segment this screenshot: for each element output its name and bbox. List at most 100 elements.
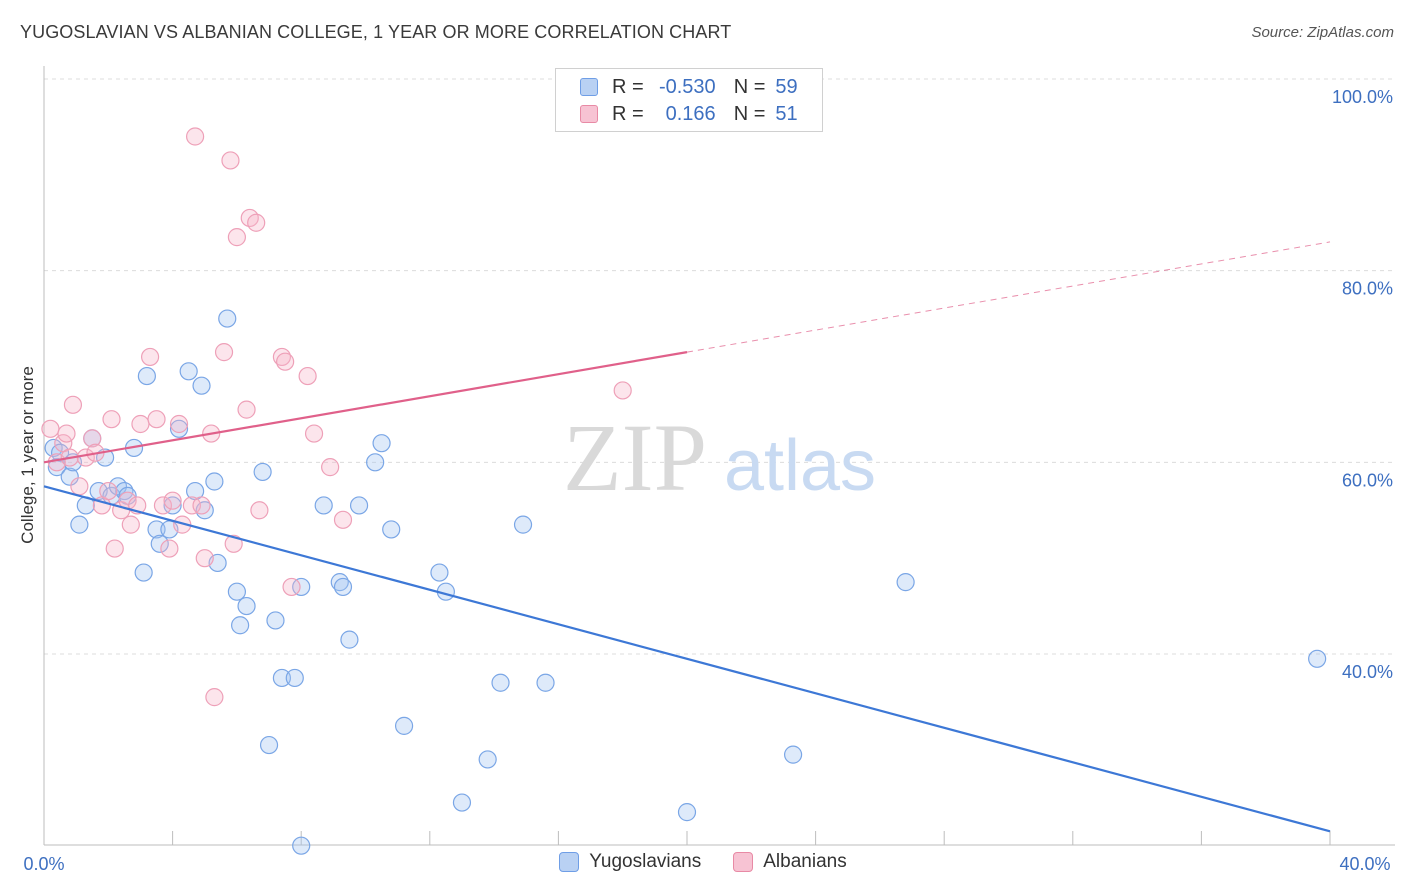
data-point — [330, 573, 349, 592]
n-label: N = — [733, 102, 766, 125]
trend-line — [43, 485, 1331, 833]
data-point — [150, 534, 169, 553]
data-point — [677, 803, 697, 822]
data-point — [394, 716, 414, 735]
data-point — [140, 347, 160, 367]
data-point — [372, 434, 391, 453]
data-point — [186, 127, 205, 146]
data-point — [304, 424, 324, 443]
legend-label: Yugoslavians — [589, 851, 702, 872]
data-point — [70, 515, 89, 534]
r-label: R = — [612, 75, 644, 98]
data-point — [179, 362, 198, 381]
y-tick-label: 80.0% — [1342, 279, 1393, 299]
data-point — [160, 539, 179, 558]
n-value: 59 — [775, 75, 798, 98]
data-point — [292, 836, 311, 855]
data-point — [153, 496, 173, 515]
legend-row-yugoslavians: R = -0.530 N = 59 — [580, 74, 798, 100]
data-point — [147, 520, 166, 539]
data-point — [452, 793, 472, 812]
data-point — [227, 582, 246, 601]
data-point — [99, 481, 118, 501]
data-point — [137, 366, 156, 386]
data-point — [227, 228, 246, 247]
data-point — [121, 515, 140, 534]
data-point — [105, 539, 124, 558]
y-tick-label: 60.0% — [1342, 470, 1393, 490]
legend-row-albanians: R = 0.166 N = 51 — [580, 101, 798, 127]
legend-swatch-pink — [733, 852, 754, 872]
legend-swatch-pink — [580, 105, 598, 123]
data-point — [134, 563, 153, 582]
series-legend: Yugoslavians Albanians — [0, 851, 1406, 873]
gridlines — [44, 78, 1395, 655]
data-point — [896, 573, 915, 592]
data-point — [491, 673, 510, 692]
source-label: Source: ZipAtlas.com — [1251, 24, 1394, 41]
data-point — [314, 496, 333, 515]
data-point — [298, 366, 317, 386]
data-point — [63, 395, 83, 414]
data-point — [333, 577, 353, 597]
watermark: ZIP atlas — [563, 404, 876, 511]
data-point — [192, 376, 211, 395]
data-point — [102, 410, 121, 429]
watermark-atlas: atlas — [724, 426, 876, 506]
r-value: -0.530 — [658, 75, 716, 98]
data-point — [218, 309, 237, 328]
data-point — [1308, 649, 1327, 668]
data-point — [60, 467, 79, 486]
data-point — [237, 400, 256, 419]
data-point — [349, 496, 369, 515]
data-point — [41, 419, 60, 438]
trend-lines — [43, 241, 1331, 833]
data-point — [163, 496, 182, 515]
data-point — [205, 688, 224, 707]
data-point — [285, 668, 304, 688]
data-point — [214, 343, 234, 362]
data-point — [613, 381, 632, 400]
data-point — [276, 352, 295, 371]
r-value: 0.166 — [665, 102, 716, 125]
data-point — [382, 520, 401, 539]
data-point — [282, 577, 301, 597]
legend-item-yugoslavians: Yugoslavians — [559, 851, 701, 873]
data-point — [169, 414, 189, 434]
data-point — [131, 414, 150, 434]
legend-item-albanians: Albanians — [733, 851, 847, 873]
data-point — [57, 424, 76, 443]
data-point — [340, 630, 359, 649]
data-point — [192, 496, 211, 515]
data-point — [536, 673, 555, 692]
data-point — [430, 563, 449, 582]
data-point — [478, 750, 497, 769]
data-point — [115, 481, 134, 501]
data-point — [783, 745, 803, 764]
tick-labels: 40.0% 60.0% 80.0% 100.0% 0.0% 40.0% — [23, 87, 1393, 874]
data-point — [195, 549, 214, 568]
data-point — [513, 515, 533, 534]
data-point — [237, 596, 256, 616]
data-points — [41, 127, 1327, 855]
legend-label: Albanians — [763, 851, 847, 872]
stats-legend: R = -0.530 N = 59 R = 0.166 N = 51 — [555, 68, 823, 132]
chart-title: YUGOSLAVIAN VS ALBANIAN COLLEGE, 1 YEAR … — [20, 22, 732, 42]
data-point — [292, 577, 311, 597]
y-tick-label: 40.0% — [1342, 662, 1393, 682]
data-point — [147, 410, 166, 429]
data-point — [321, 458, 340, 477]
data-point — [247, 213, 266, 232]
data-point — [205, 472, 224, 491]
data-point — [250, 501, 269, 520]
legend-swatch-blue — [580, 78, 598, 96]
n-value: 51 — [775, 102, 798, 125]
data-point — [259, 735, 279, 755]
data-point — [231, 616, 250, 635]
data-point — [253, 462, 272, 482]
data-point — [50, 443, 70, 462]
n-label: N = — [733, 75, 766, 98]
axes — [43, 66, 1395, 846]
y-tick-label: 100.0% — [1332, 87, 1393, 107]
